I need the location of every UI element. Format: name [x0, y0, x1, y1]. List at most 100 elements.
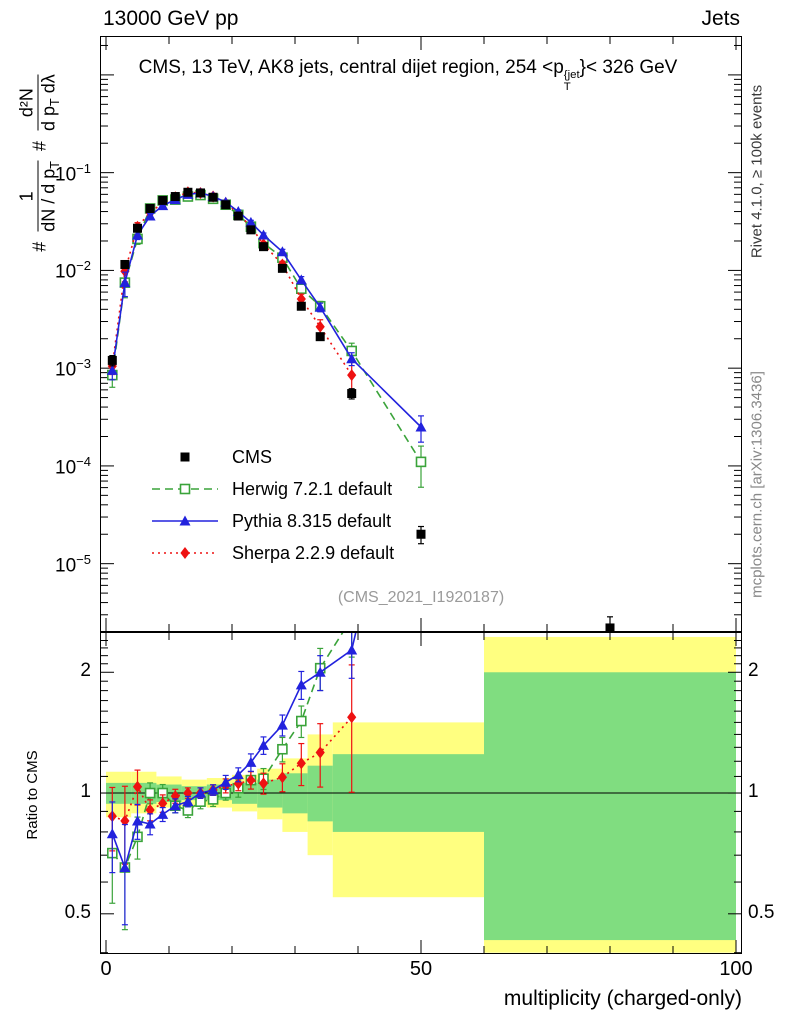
- data-point: [276, 719, 288, 730]
- data-point: [259, 242, 268, 252]
- data-point: [276, 246, 288, 257]
- data-point: [170, 192, 180, 202]
- x-axis-tick-label: 0: [100, 958, 112, 980]
- data-point: [183, 187, 193, 197]
- ratio-tick-label: 1: [80, 781, 91, 803]
- hash-symbol: #: [29, 241, 49, 252]
- ratio-tick-label: 1: [748, 781, 759, 803]
- beam-energy-label: 13000 GeV pp: [103, 7, 239, 30]
- data-point: [157, 808, 169, 819]
- ratio-tick-label: 2: [748, 660, 759, 682]
- data-point: [106, 828, 118, 839]
- data-point: [119, 277, 131, 288]
- data-point: [132, 229, 143, 240]
- main-y-axis-title: #1 dN / d pT # d²N d pT dλ: [14, 36, 66, 291]
- data-point: [277, 743, 288, 755]
- plot-title-text: }< 326 GeV: [579, 57, 678, 78]
- data-point: [233, 777, 243, 790]
- main-plot-canvas: [100, 36, 742, 632]
- data-point: [180, 547, 190, 559]
- legend: CMS Herwig 7.2.1 default Pythia 8.315 defa…: [150, 441, 394, 569]
- x-axis-tick-label: 50: [409, 958, 433, 980]
- legend-item: Pythia 8.315 default: [150, 505, 394, 537]
- ratio-plot-canvas: [100, 632, 742, 954]
- data-point: [157, 200, 169, 211]
- data-point: [346, 353, 358, 364]
- analysis-id-watermark: (CMS_2021_I1920187): [337, 589, 505, 606]
- data-point: [315, 746, 325, 759]
- x-axis-title: multiplicity (charged-only): [503, 987, 742, 1010]
- plot-title-text: CMS, 13 TeV, AK8 jets, central dijet reg…: [138, 57, 564, 78]
- y-axis-tick-label: 10−5: [55, 551, 91, 576]
- data-point: [347, 369, 357, 382]
- ratio-tick-label: 2: [80, 660, 91, 682]
- data-point: [195, 787, 206, 798]
- data-point: [220, 776, 232, 787]
- data-point: [347, 389, 357, 399]
- data-point: [169, 800, 181, 811]
- y-axis-tick-label: 10−3: [55, 356, 91, 381]
- y-axis-tick-label: 10−1: [55, 160, 91, 185]
- data-point: [295, 679, 307, 690]
- data-point: [221, 200, 231, 210]
- fraction-denominator: d pT dλ: [38, 74, 62, 131]
- fraction-numerator: d²N: [16, 74, 39, 131]
- data-point: [119, 862, 131, 873]
- legend-marker-sherpa: [152, 547, 218, 559]
- data-point: [246, 774, 256, 787]
- data-point: [120, 814, 130, 827]
- data-point: [179, 515, 191, 526]
- data-point: [182, 796, 194, 807]
- data-point: [196, 188, 205, 198]
- x-axis-tick-labels: 0 50 100: [100, 958, 752, 982]
- legend-label: Sherpa 2.2.9 default: [232, 542, 395, 563]
- fraction-denominator: dN / d pT: [38, 161, 62, 232]
- main-panel-frame: [100, 36, 742, 632]
- data-point: [179, 483, 191, 495]
- data-point: [132, 780, 143, 793]
- data-point: [245, 756, 257, 767]
- uncertainty-band-green: [484, 672, 736, 941]
- data-point: [120, 259, 130, 269]
- series-line: [111, 192, 422, 428]
- data-point: [107, 355, 117, 365]
- data-point: [605, 623, 615, 632]
- ratio-panel-frame: [100, 632, 742, 954]
- data-point: [144, 210, 156, 221]
- data-point: [145, 804, 155, 817]
- plot-title: CMS, 13 TeV, AK8 jets, central dijet reg…: [70, 57, 746, 94]
- data-point: [145, 203, 155, 213]
- data-point: [232, 769, 244, 780]
- data-point: [296, 301, 306, 311]
- data-point: [133, 223, 142, 233]
- data-point: [296, 757, 306, 770]
- series-line: [111, 632, 344, 869]
- data-point: [415, 421, 427, 432]
- rivet-version-note: Rivet 4.1.0, ≥ 100k events: [748, 84, 766, 259]
- x-axis-tick-label: 100: [719, 958, 753, 980]
- data-point: [314, 301, 326, 312]
- data-point: [296, 715, 307, 727]
- data-point: [258, 229, 269, 240]
- data-point: [207, 794, 219, 805]
- ratio-tick-label: 0.5: [748, 901, 775, 923]
- ratio-y-axis-title: Ratio to CMS: [24, 750, 41, 840]
- data-point: [258, 739, 269, 750]
- data-point: [132, 815, 143, 826]
- data-point: [233, 211, 243, 221]
- data-point: [258, 777, 269, 790]
- data-point: [180, 452, 190, 462]
- data-point: [106, 364, 118, 375]
- legend-marker-pythia: [152, 515, 218, 526]
- data-point: [314, 666, 326, 677]
- data-point: [144, 787, 156, 799]
- fraction-numerator: 1: [16, 161, 39, 232]
- fraction: 1 dN / d pT: [16, 161, 63, 232]
- process-label: Jets: [701, 7, 740, 30]
- main-y-axis-tick-labels: 10−5 10−4 10−3 10−2 10−1: [0, 36, 96, 632]
- series-line: [112, 716, 353, 822]
- data-point: [208, 192, 218, 202]
- plot-title-supsub: {jet T: [563, 69, 580, 93]
- data-point: [295, 274, 307, 285]
